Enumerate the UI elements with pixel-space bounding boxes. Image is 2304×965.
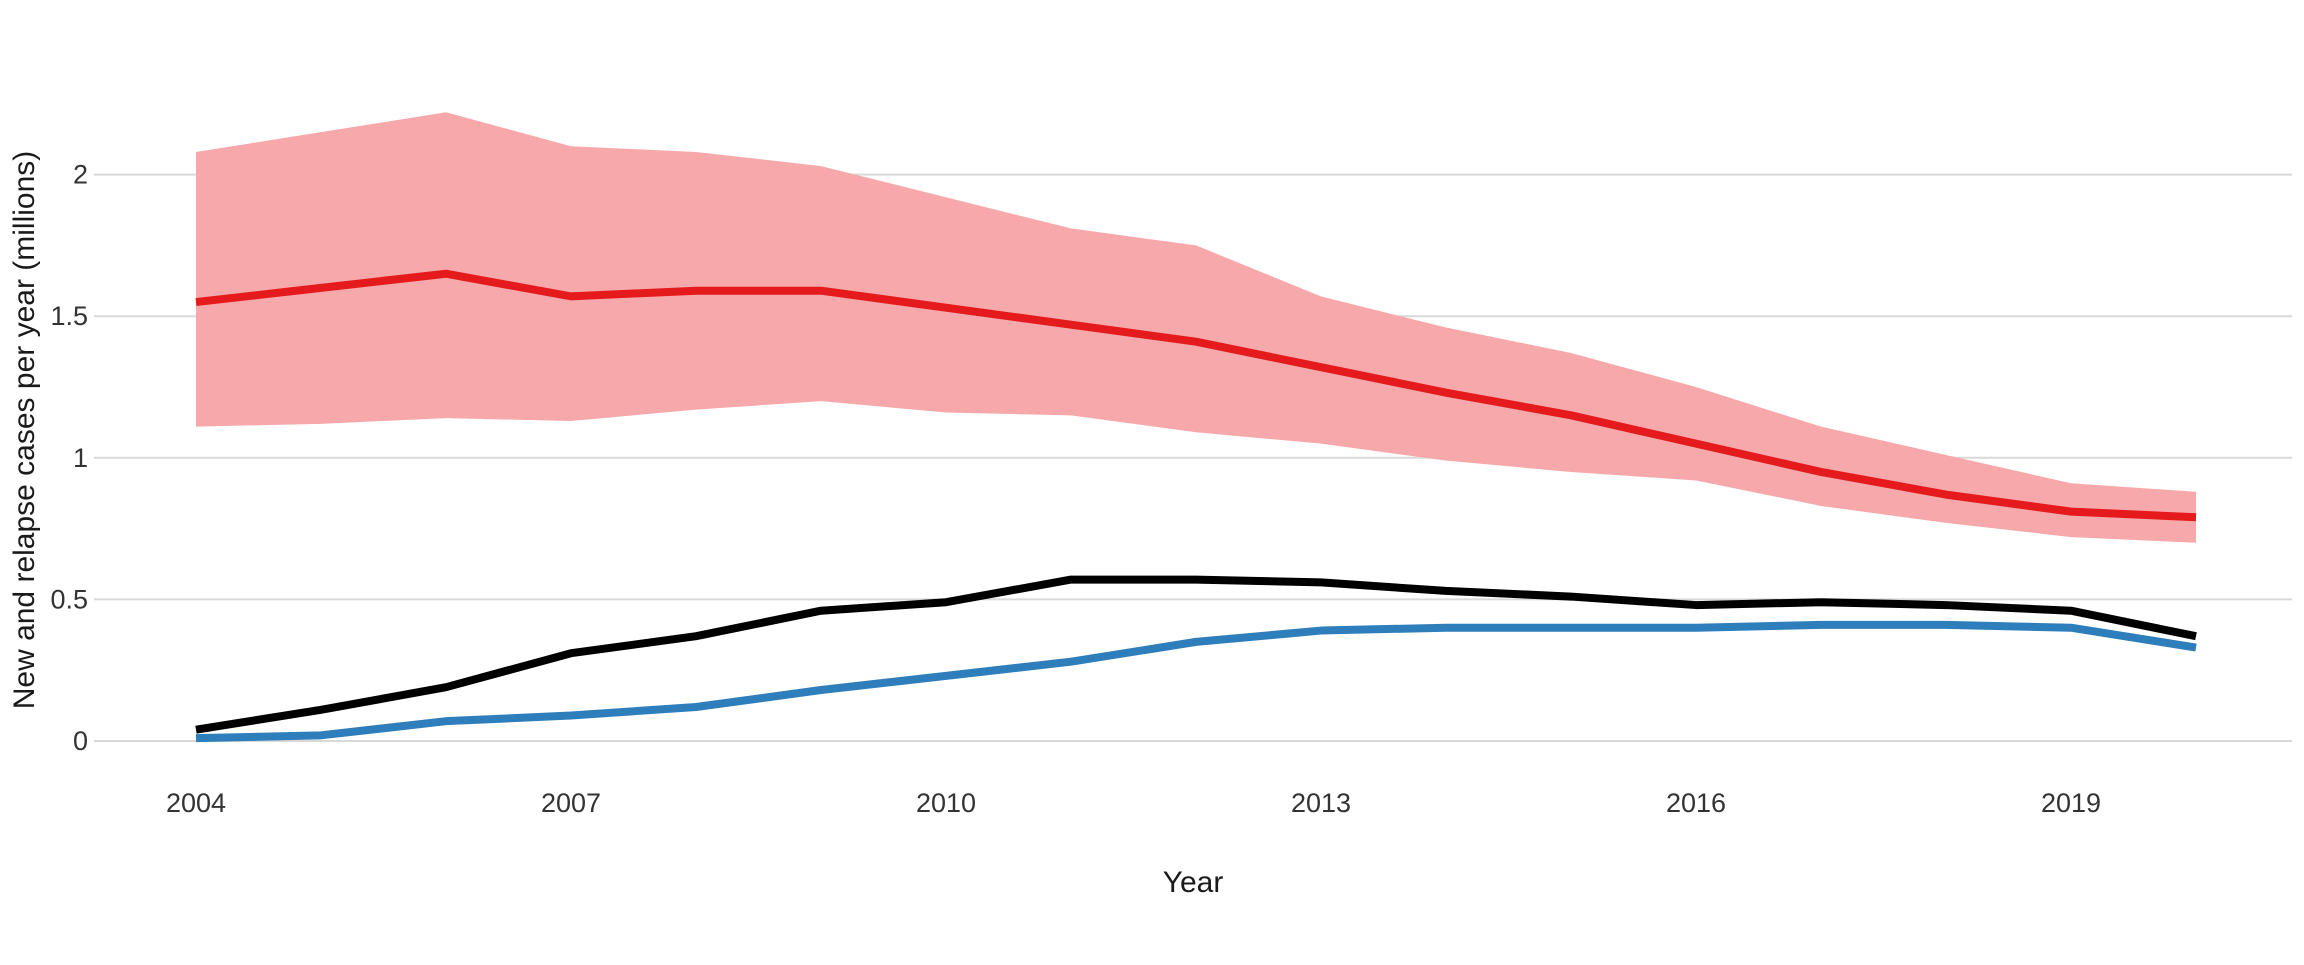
x-tick-label: 2007 [541, 788, 601, 818]
x-tick-label: 2019 [2041, 788, 2101, 818]
y-tick-label: 2 [73, 160, 88, 190]
confidence-band [196, 112, 2196, 543]
x-tick-labels: 2004 2007 2010 2013 2016 2019 [166, 788, 2101, 818]
confidence-band-group [196, 112, 2196, 543]
y-axis-title: New and relapse cases per year (millions… [8, 151, 41, 710]
y-tick-label: 1.5 [50, 301, 88, 331]
y-tick-label: 0 [73, 726, 88, 756]
x-tick-label: 2013 [1291, 788, 1351, 818]
y-tick-label: 0.5 [50, 584, 88, 614]
red-line [195, 269, 2197, 522]
black-line [195, 575, 2197, 734]
y-tick-label: 1 [73, 443, 88, 473]
series-lines-group [195, 269, 2197, 743]
x-axis-title: Year [1163, 866, 1224, 899]
blue-line [195, 620, 2197, 743]
x-tick-label: 2016 [1666, 788, 1726, 818]
x-tick-label: 2004 [166, 788, 226, 818]
x-tick-label: 2010 [916, 788, 976, 818]
y-tick-labels: 0 0.5 1 1.5 2 [50, 160, 88, 756]
